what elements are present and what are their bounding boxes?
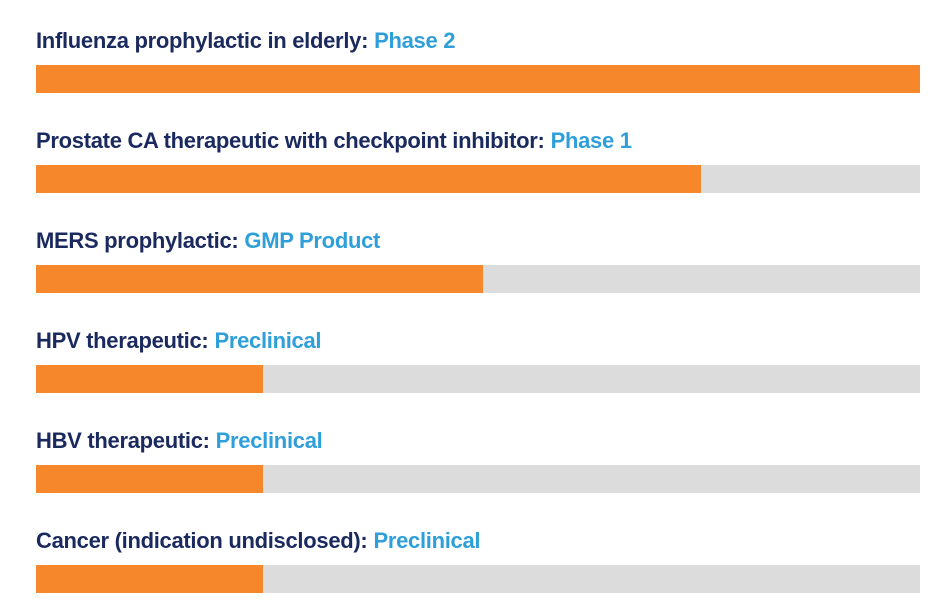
program-label: MERS prophylactic: GMP Product bbox=[36, 228, 920, 254]
program-name: Prostate CA therapeutic with checkpoint … bbox=[36, 128, 545, 153]
program-label: HPV therapeutic: Preclinical bbox=[36, 328, 920, 354]
program-label: HBV therapeutic: Preclinical bbox=[36, 428, 920, 454]
program-name: Cancer (indication undisclosed): bbox=[36, 528, 368, 553]
stage-name: Phase 1 bbox=[550, 128, 632, 153]
program-label: Cancer (indication undisclosed): Preclini… bbox=[36, 528, 920, 554]
pipeline-row: HBV therapeutic: Preclinical bbox=[36, 428, 920, 493]
progress-fill bbox=[36, 165, 701, 193]
progress-fill bbox=[36, 465, 264, 493]
progress-track bbox=[36, 65, 920, 93]
program-name: HPV therapeutic: bbox=[36, 328, 209, 353]
progress-fill bbox=[36, 265, 484, 293]
stage-name: Preclinical bbox=[215, 428, 323, 453]
program-name: Influenza prophylactic in elderly: bbox=[36, 28, 369, 53]
progress-track bbox=[36, 365, 920, 393]
progress-fill bbox=[36, 365, 264, 393]
pipeline-row: MERS prophylactic: GMP Product bbox=[36, 228, 920, 293]
progress-track bbox=[36, 565, 920, 593]
progress-track bbox=[36, 265, 920, 293]
pipeline-row: Influenza prophylactic in elderly: Phase … bbox=[36, 28, 920, 93]
stage-name: GMP Product bbox=[244, 228, 381, 253]
progress-fill bbox=[36, 65, 920, 93]
progress-track bbox=[36, 165, 920, 193]
pipeline-row: Cancer (indication undisclosed): Preclini… bbox=[36, 528, 920, 593]
program-label: Prostate CA therapeutic with checkpoint … bbox=[36, 128, 920, 154]
program-label: Influenza prophylactic in elderly: Phase … bbox=[36, 28, 920, 54]
pipeline-row: HPV therapeutic: Preclinical bbox=[36, 328, 920, 393]
program-name: MERS prophylactic: bbox=[36, 228, 239, 253]
pipeline-row: Prostate CA therapeutic with checkpoint … bbox=[36, 128, 920, 193]
stage-name: Preclinical bbox=[373, 528, 481, 553]
progress-fill bbox=[36, 565, 264, 593]
stage-name: Preclinical bbox=[214, 328, 322, 353]
progress-track bbox=[36, 465, 920, 493]
program-name: HBV therapeutic: bbox=[36, 428, 210, 453]
stage-name: Phase 2 bbox=[374, 28, 456, 53]
